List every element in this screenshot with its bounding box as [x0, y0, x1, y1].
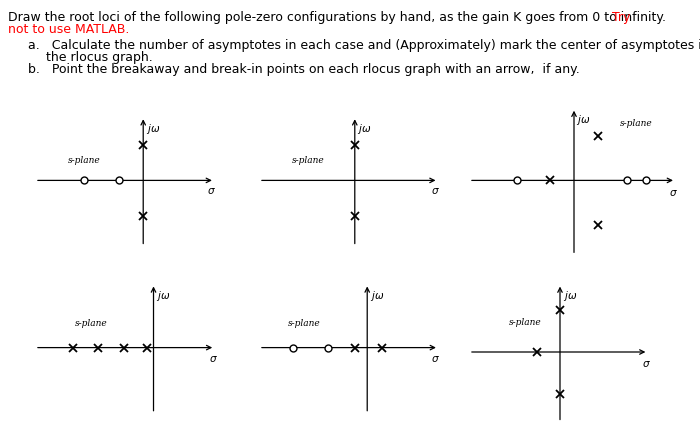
Text: $\sigma$: $\sigma$ [431, 354, 440, 364]
Text: the rlocus graph.: the rlocus graph. [46, 51, 153, 64]
Text: $j\omega$: $j\omega$ [357, 122, 372, 136]
Text: Try: Try [612, 11, 630, 24]
Text: not to use MATLAB.: not to use MATLAB. [8, 23, 130, 37]
Text: $\sigma$: $\sigma$ [642, 359, 651, 369]
Text: $\sigma$: $\sigma$ [209, 354, 218, 364]
Text: $j\omega$: $j\omega$ [563, 289, 577, 303]
Text: $j\omega$: $j\omega$ [370, 289, 384, 303]
Text: s-plane: s-plane [68, 156, 101, 165]
Text: $\sigma$: $\sigma$ [431, 187, 440, 197]
Text: s-plane: s-plane [288, 319, 321, 328]
Text: a.   Calculate the number of asymptotes in each case and (Approximately) mark th: a. Calculate the number of asymptotes in… [28, 39, 700, 52]
Text: s-plane: s-plane [509, 318, 542, 326]
Text: $j\omega$: $j\omega$ [146, 122, 160, 136]
Text: s-plane: s-plane [75, 319, 108, 328]
Text: $j\omega$: $j\omega$ [576, 113, 591, 127]
Text: Draw the root loci of the following pole-zero configurations by hand, as the gai: Draw the root loci of the following pole… [8, 11, 674, 24]
Text: $j\omega$: $j\omega$ [156, 289, 170, 303]
Text: $\sigma$: $\sigma$ [669, 188, 678, 198]
Text: $\sigma$: $\sigma$ [207, 187, 216, 197]
Text: s-plane: s-plane [292, 156, 325, 165]
Text: b.   Point the breakaway and break-in points on each rlocus graph with an arrow,: b. Point the breakaway and break-in poin… [28, 63, 580, 77]
Text: s-plane: s-plane [620, 119, 653, 128]
